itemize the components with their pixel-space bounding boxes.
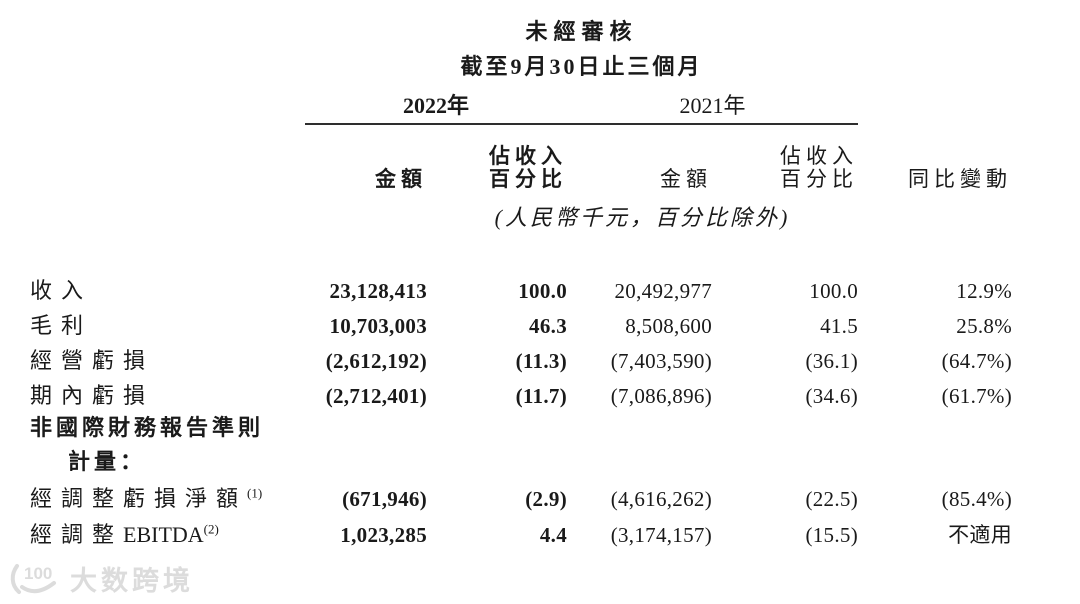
table-row-gross-profit: 毛利 10,703,003 46.3 8,508,600 41.5 25.8% <box>30 309 1012 344</box>
section-label: 非國際財務報告準則 計量： <box>30 414 305 482</box>
table-row-period-loss: 期內虧損 (2,712,401) (11.7) (7,086,896) (34.… <box>30 379 1012 414</box>
cell-2022-pct: (11.3) <box>515 348 567 373</box>
gap-row <box>30 236 1012 274</box>
col-header-2022-pct-line2: 百分比 <box>489 166 567 191</box>
cell-yoy: 12.9% <box>956 278 1013 303</box>
cell-yoy: 25.8% <box>956 313 1013 338</box>
cell-2021-pct: 100.0 <box>809 278 859 303</box>
spacer-cell <box>30 12 305 90</box>
row-label: 經調整虧損淨額(1) <box>30 482 305 517</box>
row-label: 收入 <box>30 277 93 303</box>
cell-2022-amount: (2,712,401) <box>325 383 427 408</box>
table-row-revenue: 收入 23,128,413 100.0 20,492,977 100.0 12.… <box>30 274 1012 309</box>
watermark-logo-text: 100 <box>24 564 52 583</box>
col-header-2022-pct: 佔收入 百分比 <box>427 124 567 194</box>
year-header-row: 2022年 2021年 <box>30 90 1012 125</box>
footnote-marker: (2) <box>203 521 219 537</box>
row-label-text: 經調整 <box>30 521 124 547</box>
section-label-line2: 計量： <box>68 449 147 475</box>
cell-2022-amount: (671,946) <box>342 486 427 511</box>
col-header-2022-amount: 金額 <box>375 166 427 191</box>
cell-2022-amount: 23,128,413 <box>329 278 427 303</box>
cell-2021-amount: (7,086,896) <box>610 383 712 408</box>
spacer-cell <box>858 90 1012 124</box>
cell-2022-pct: 100.0 <box>518 278 567 303</box>
col-header-2021-amount: 金額 <box>660 166 712 191</box>
spacer-cell <box>305 414 1012 482</box>
title-cell: 未經審核 截至9月30日止三個月 <box>305 12 858 90</box>
col-header-2022-pct-line1: 佔收入 <box>489 143 567 168</box>
col-header-yoy: 同比變動 <box>908 166 1013 191</box>
cell-2022-pct: 4.4 <box>539 522 567 547</box>
cell-2021-pct: (22.5) <box>805 486 859 511</box>
year-2021-header: 2021年 <box>567 90 859 125</box>
unit-note-row: (人民幣千元，百分比除外) <box>30 194 1012 236</box>
footnote-marker: (1) <box>247 485 263 501</box>
watermark-logo-icon: 100 <box>10 563 56 594</box>
col-header-2021-pct-line2: 百分比 <box>780 166 859 191</box>
cell-yoy: (64.7%) <box>941 348 1013 373</box>
table-subtitle: 截至9月30日止三個月 <box>460 54 703 80</box>
cell-2021-pct: 41.5 <box>820 313 859 338</box>
spacer-cell <box>858 12 1012 90</box>
col-header-2021-pct: 佔收入 百分比 <box>712 124 858 194</box>
row-label: 期內虧損 <box>30 382 155 408</box>
cell-2021-pct: (15.5) <box>805 522 859 547</box>
spacer-cell <box>30 194 305 236</box>
cell-2021-pct: (34.6) <box>805 383 859 408</box>
cell-2022-pct: (11.7) <box>515 383 567 408</box>
table-row-non-ifrs-section: 非國際財務報告準則 計量： <box>30 414 1012 482</box>
cell-2022-pct: 46.3 <box>529 313 567 338</box>
watermark-brand-text: 大数跨境 <box>70 566 194 596</box>
cell-yoy: (61.7%) <box>941 383 1013 408</box>
year-2022-header: 2022年 <box>305 90 567 125</box>
spacer-cell <box>30 90 305 124</box>
spacer-cell <box>30 236 1012 274</box>
spacer-cell <box>30 124 305 194</box>
col-header-2021-pct-line1: 佔收入 <box>780 143 859 168</box>
section-label-line1: 非國際財務報告準則 <box>30 415 265 440</box>
table-title: 未經審核 <box>525 19 638 44</box>
table-row-operating-loss: 經營虧損 (2,612,192) (11.3) (7,403,590) (36.… <box>30 344 1012 379</box>
row-label-text: 經調整虧損淨額 <box>30 485 248 511</box>
row-label: 經營虧損 <box>30 347 155 373</box>
cell-2021-amount: 8,508,600 <box>625 313 712 338</box>
cell-2021-amount: (4,616,262) <box>610 486 712 511</box>
row-label-latin: EBITDA <box>123 521 204 547</box>
table-row-adjusted-net-loss: 經調整虧損淨額(1) (671,946) (2.9) (4,616,262) (… <box>30 482 1012 517</box>
column-header-row: 金額 佔收入 百分比 金額 佔收入 百分比 同比變動 <box>30 124 1012 194</box>
table-title-row: 未經審核 截至9月30日止三個月 <box>30 12 1012 90</box>
cell-yoy: (85.4%) <box>941 486 1013 511</box>
cell-2022-amount: 10,703,003 <box>329 313 427 338</box>
cell-2021-amount: (7,403,590) <box>610 348 712 373</box>
spacer-cell <box>858 194 1012 236</box>
cell-2021-amount: 20,492,977 <box>614 278 712 303</box>
cell-2022-amount: (2,612,192) <box>325 348 427 373</box>
cell-yoy: 不適用 <box>948 522 1013 547</box>
row-label: 經調整EBITDA(2) <box>30 517 305 553</box>
cell-2021-amount: (3,174,157) <box>610 522 712 547</box>
row-label: 毛利 <box>30 312 93 338</box>
table-row-adjusted-ebitda: 經調整EBITDA(2) 1,023,285 4.4 (3,174,157) (… <box>30 517 1012 553</box>
financial-table: 未經審核 截至9月30日止三個月 2022年 2021年 金額 佔收入 百分比 … <box>30 12 1012 553</box>
spacer-cell <box>305 194 427 236</box>
cell-2022-amount: 1,023,285 <box>340 522 427 547</box>
cell-2021-pct: (36.1) <box>805 348 859 373</box>
unit-note: (人民幣千元，百分比除外) <box>494 204 791 230</box>
watermark: 100 大数跨境 <box>8 559 194 598</box>
cell-2022-pct: (2.9) <box>525 486 567 511</box>
